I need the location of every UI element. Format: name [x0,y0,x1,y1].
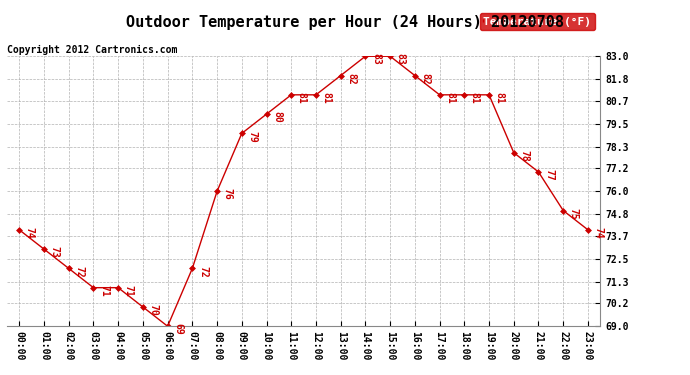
Text: 74: 74 [593,227,604,239]
Text: 70: 70 [148,304,159,316]
Text: 81: 81 [297,92,307,104]
Text: 75: 75 [569,208,579,219]
Text: 71: 71 [124,285,134,297]
Text: 82: 82 [420,73,431,84]
Text: 71: 71 [99,285,109,297]
Text: 83: 83 [371,54,381,65]
Text: 81: 81 [322,92,331,104]
Text: 78: 78 [520,150,529,162]
Text: 81: 81 [495,92,504,104]
Text: 72: 72 [75,266,84,278]
Text: 73: 73 [50,246,59,258]
Text: 69: 69 [173,324,183,335]
Text: 76: 76 [223,189,233,200]
Text: 72: 72 [198,266,208,278]
Text: Copyright 2012 Cartronics.com: Copyright 2012 Cartronics.com [7,45,177,55]
Legend: Temperature (°F): Temperature (°F) [480,13,595,30]
Text: 79: 79 [247,130,257,142]
Text: 83: 83 [395,54,406,65]
Text: Outdoor Temperature per Hour (24 Hours) 20120708: Outdoor Temperature per Hour (24 Hours) … [126,15,564,30]
Text: 81: 81 [470,92,480,104]
Text: 77: 77 [544,169,554,181]
Text: 82: 82 [346,73,356,84]
Text: 74: 74 [25,227,34,239]
Text: 81: 81 [445,92,455,104]
Text: 80: 80 [272,111,282,123]
